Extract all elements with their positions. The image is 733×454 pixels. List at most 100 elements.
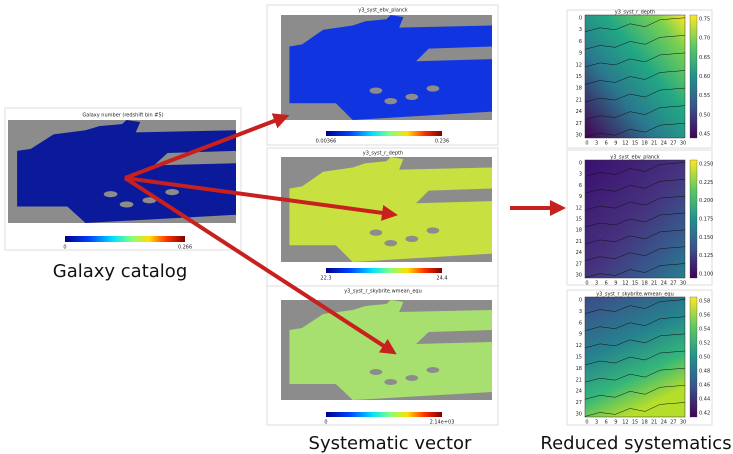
colorbar-tick-label: 0.48 xyxy=(699,369,710,375)
panel-title: y3_syst_r_skybrite.wmean_equ xyxy=(344,289,422,295)
mask-hole xyxy=(427,85,440,91)
x-tick-label: 3 xyxy=(595,420,598,426)
x-tick-label: 21 xyxy=(651,281,657,287)
colorbar-label: 22.3 xyxy=(320,276,331,282)
x-tick-label: 6 xyxy=(605,141,608,147)
colorbar-tick-label: 0.52 xyxy=(699,341,710,347)
x-tick-label: 0 xyxy=(585,420,588,426)
y-tick-label: 30 xyxy=(576,273,582,279)
colorbar xyxy=(326,268,442,273)
y-tick-label: 15 xyxy=(576,217,582,223)
panel-title: y3_syst_ebv_planck xyxy=(610,155,660,161)
x-tick-label: 21 xyxy=(651,420,657,426)
mask-hole xyxy=(120,201,134,207)
x-tick-label: 6 xyxy=(605,420,608,426)
heatmap xyxy=(585,15,685,138)
colorbar xyxy=(326,412,442,417)
panel-title: Galaxy number (redshift bin #5) xyxy=(82,113,163,119)
y-tick-label: 27 xyxy=(576,400,582,406)
y-tick-label: 9 xyxy=(579,194,582,200)
y-tick-label: 9 xyxy=(579,332,582,338)
colorbar-tick-label: 0.50 xyxy=(699,355,710,361)
colorbar-label: 24.4 xyxy=(436,276,447,282)
mask-hole xyxy=(405,236,418,242)
colorbar-tick-label: 0.70 xyxy=(699,36,710,42)
y-tick-label: 15 xyxy=(576,355,582,361)
x-tick-label: 9 xyxy=(614,420,617,426)
x-tick-label: 12 xyxy=(622,420,628,426)
x-tick-label: 30 xyxy=(680,420,686,426)
mask-hole xyxy=(370,369,383,375)
colorbar-tick-label: 0.100 xyxy=(699,272,713,278)
y-tick-label: 18 xyxy=(576,86,582,92)
y-tick-label: 24 xyxy=(576,109,582,115)
y-tick-label: 30 xyxy=(576,412,582,418)
colorbar-tick-label: 0.250 xyxy=(699,162,713,168)
colorbar-tick-label: 0.65 xyxy=(699,55,710,61)
caption: Galaxy catalog xyxy=(53,261,188,282)
x-tick-label: 24 xyxy=(661,141,667,147)
panel-title: y3_syst_r_depth xyxy=(363,151,403,157)
y-tick-label: 21 xyxy=(576,97,582,103)
colorbar-label: 0.00366 xyxy=(316,139,337,145)
colorbar-label: 0 xyxy=(63,245,66,251)
x-tick-label: 30 xyxy=(680,281,686,287)
x-tick-label: 18 xyxy=(641,281,647,287)
colorbar-tick-label: 0.55 xyxy=(699,93,710,99)
colorbar-tick-label: 0.56 xyxy=(699,313,710,319)
x-tick-label: 12 xyxy=(622,141,628,147)
y-tick-label: 6 xyxy=(579,39,582,45)
y-tick-label: 27 xyxy=(576,261,582,267)
panel-title: y3_syst_r_depth xyxy=(615,10,655,16)
x-tick-label: 15 xyxy=(632,141,638,147)
figure: Galaxy number (redshift bin #5)00.266Gal… xyxy=(0,0,733,454)
panel-title: y3_syst_r_skybrite.wmean_equ xyxy=(596,292,674,298)
colorbar-tick-label: 0.45 xyxy=(699,132,710,138)
y-tick-label: 27 xyxy=(576,121,582,127)
mask-hole xyxy=(384,379,397,385)
x-tick-label: 0 xyxy=(585,141,588,147)
x-tick-label: 12 xyxy=(622,281,628,287)
x-tick-label: 15 xyxy=(632,281,638,287)
x-tick-label: 9 xyxy=(614,141,617,147)
x-tick-label: 15 xyxy=(632,420,638,426)
x-tick-label: 9 xyxy=(614,281,617,287)
y-tick-label: 18 xyxy=(576,366,582,372)
x-tick-label: 21 xyxy=(651,141,657,147)
y-tick-label: 18 xyxy=(576,228,582,234)
y-tick-label: 12 xyxy=(576,205,582,211)
mask-hole xyxy=(405,375,418,381)
colorbar-label: 0.236 xyxy=(435,139,449,145)
y-tick-label: 0 xyxy=(579,298,582,304)
y-tick-label: 21 xyxy=(576,239,582,245)
colorbar-tick-label: 0.125 xyxy=(699,253,713,259)
colorbar-tick-label: 0.60 xyxy=(699,74,710,80)
mask-hole xyxy=(165,189,179,195)
x-tick-label: 18 xyxy=(641,141,647,147)
colorbar xyxy=(326,131,442,136)
x-tick-label: 3 xyxy=(595,141,598,147)
y-tick-label: 0 xyxy=(579,16,582,22)
caption: Reduced systematics xyxy=(540,433,731,454)
colorbar-tick-label: 0.42 xyxy=(699,411,710,417)
x-tick-label: 24 xyxy=(661,420,667,426)
x-tick-label: 0 xyxy=(585,281,588,287)
heatmap xyxy=(585,297,685,417)
y-tick-label: 12 xyxy=(576,62,582,68)
x-tick-label: 18 xyxy=(641,420,647,426)
x-tick-label: 30 xyxy=(680,141,686,147)
y-tick-label: 3 xyxy=(579,27,582,33)
y-tick-label: 24 xyxy=(576,389,582,395)
mask-hole xyxy=(405,94,418,100)
colorbar-label: 2.14e+03 xyxy=(430,420,455,426)
mask-hole xyxy=(384,98,397,104)
x-tick-label: 24 xyxy=(661,281,667,287)
colorbar xyxy=(65,236,185,242)
colorbar-tick-label: 0.54 xyxy=(699,327,710,333)
colorbar xyxy=(690,297,697,417)
colorbar-tick-label: 0.46 xyxy=(699,383,710,389)
mask-hole xyxy=(427,367,440,373)
y-tick-label: 0 xyxy=(579,161,582,167)
colorbar-label: 0 xyxy=(324,420,327,426)
y-tick-label: 9 xyxy=(579,51,582,57)
